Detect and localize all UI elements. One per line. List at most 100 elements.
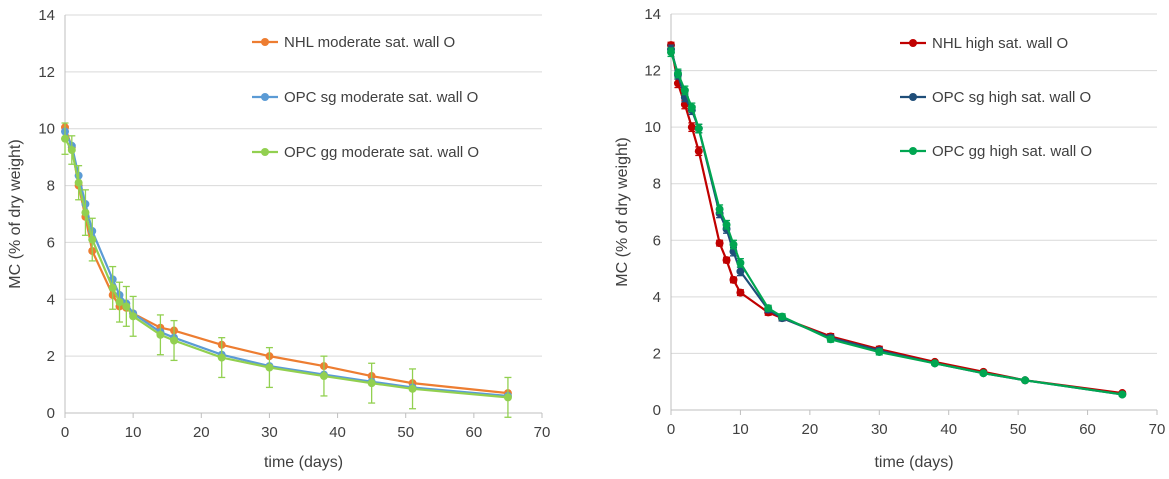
- legend-swatch-marker: [909, 147, 917, 155]
- y-tick-label: 6: [653, 232, 661, 249]
- x-tick-label: 60: [1079, 421, 1096, 438]
- data-point: [875, 348, 884, 357]
- y-tick-label: 8: [47, 178, 55, 195]
- data-point: [67, 146, 76, 155]
- data-point: [408, 384, 417, 393]
- data-point: [265, 363, 274, 372]
- data-point: [694, 147, 703, 156]
- legend-swatch-marker: [909, 93, 917, 101]
- y-tick-label: 14: [644, 6, 661, 23]
- data-point: [826, 335, 835, 344]
- legend-label: NHL moderate sat. wall O: [284, 34, 455, 51]
- data-point: [729, 240, 738, 249]
- x-tick-label: 50: [1010, 421, 1027, 438]
- series-3: [667, 47, 1127, 399]
- x-tick-label: 70: [1149, 421, 1166, 438]
- data-point: [778, 312, 787, 321]
- x-tick-label: 10: [732, 421, 749, 438]
- data-point: [736, 267, 745, 276]
- data-point: [74, 178, 83, 187]
- x-tick-label: 30: [261, 424, 278, 441]
- data-point: [319, 372, 328, 381]
- data-point: [722, 220, 731, 229]
- data-point: [503, 393, 512, 402]
- data-point: [715, 239, 724, 248]
- legend-item: OPC gg high sat. wall O: [900, 143, 1092, 160]
- legend-item: NHL moderate sat. wall O: [252, 34, 455, 51]
- y-tick-label: 4: [653, 289, 661, 306]
- data-point: [736, 288, 745, 297]
- data-point: [1021, 376, 1030, 385]
- y-tick-label: 12: [644, 63, 661, 80]
- legend-item: OPC sg high sat. wall O: [900, 89, 1091, 106]
- data-point: [764, 304, 773, 313]
- x-tick-label: 30: [871, 421, 888, 438]
- legend-label: OPC sg moderate sat. wall O: [284, 89, 478, 106]
- x-tick-label: 70: [534, 424, 551, 441]
- legend-label: NHL high sat. wall O: [932, 35, 1068, 52]
- data-point: [736, 258, 745, 267]
- data-point: [722, 256, 731, 265]
- data-point: [367, 379, 376, 388]
- y-tick-label: 10: [38, 121, 55, 138]
- x-tick-label: 0: [667, 421, 675, 438]
- legend: NHL high sat. wall O OPC sg high sat. wal…: [900, 35, 1092, 160]
- x-tick-label: 20: [193, 424, 210, 441]
- data-point: [1118, 390, 1127, 399]
- data-point: [170, 336, 179, 345]
- series-3: [61, 122, 512, 418]
- legend-item: NHL high sat. wall O: [900, 35, 1068, 52]
- data-point: [687, 103, 696, 112]
- chart-moderate-saturation: 0 2 4 6 8 10 12 14 0 10 20 30 40 50 60 70 time (days) MC …: [7, 7, 550, 471]
- x-tick-label: 50: [397, 424, 414, 441]
- data-point: [680, 86, 689, 95]
- data-point: [81, 208, 90, 217]
- x-tick-label: 60: [466, 424, 483, 441]
- y-tick-label: 2: [653, 345, 661, 362]
- chart-high-saturation: 0 2 4 6 8 10 12 14 0 10 20 30 40 50 60 70 time (days) MC …: [614, 6, 1165, 471]
- y-tick-label: 6: [47, 234, 55, 251]
- y-axis-label: MC (% of dry weight): [7, 139, 24, 288]
- y-tick-label: 2: [47, 348, 55, 365]
- data-point: [88, 235, 97, 244]
- data-point: [930, 359, 939, 368]
- data-point: [694, 124, 703, 133]
- y-tick-label: 8: [653, 176, 661, 193]
- legend-label: OPC gg high sat. wall O: [932, 143, 1092, 160]
- legend-item: OPC gg moderate sat. wall O: [252, 144, 479, 161]
- x-axis-label: time (days): [874, 454, 953, 471]
- data-point: [673, 69, 682, 78]
- data-point: [715, 205, 724, 214]
- data-point: [156, 330, 165, 339]
- x-tick-label: 20: [802, 421, 819, 438]
- data-point: [108, 283, 117, 292]
- data-point: [129, 312, 138, 321]
- y-tick-label: 4: [47, 291, 55, 308]
- data-point: [217, 353, 226, 362]
- legend-label: OPC gg moderate sat. wall O: [284, 144, 479, 161]
- legend-swatch-marker: [909, 39, 917, 47]
- y-tick-label: 14: [38, 7, 55, 24]
- legend-swatch-marker: [261, 38, 269, 46]
- x-axis-label: time (days): [264, 454, 343, 471]
- data-point: [122, 302, 131, 311]
- series-line: [63, 126, 509, 395]
- y-tick-label: 12: [38, 64, 55, 81]
- data-point: [687, 123, 696, 132]
- x-tick-label: 40: [940, 421, 957, 438]
- y-tick-label: 0: [653, 402, 661, 419]
- x-tick-label: 10: [125, 424, 142, 441]
- legend-label: OPC sg high sat. wall O: [932, 89, 1091, 106]
- legend-swatch-marker: [261, 93, 269, 101]
- data-point: [729, 275, 738, 284]
- x-tick-label: 40: [329, 424, 346, 441]
- legend: NHL moderate sat. wall O OPC sg moderate …: [252, 34, 479, 161]
- legend-item: OPC sg moderate sat. wall O: [252, 89, 478, 106]
- x-tick-label: 0: [61, 424, 69, 441]
- y-tick-label: 10: [644, 119, 661, 136]
- data-point: [979, 369, 988, 378]
- legend-swatch-marker: [261, 148, 269, 156]
- y-axis-label: MC (% of dry weight): [614, 137, 631, 286]
- data-point: [667, 48, 675, 57]
